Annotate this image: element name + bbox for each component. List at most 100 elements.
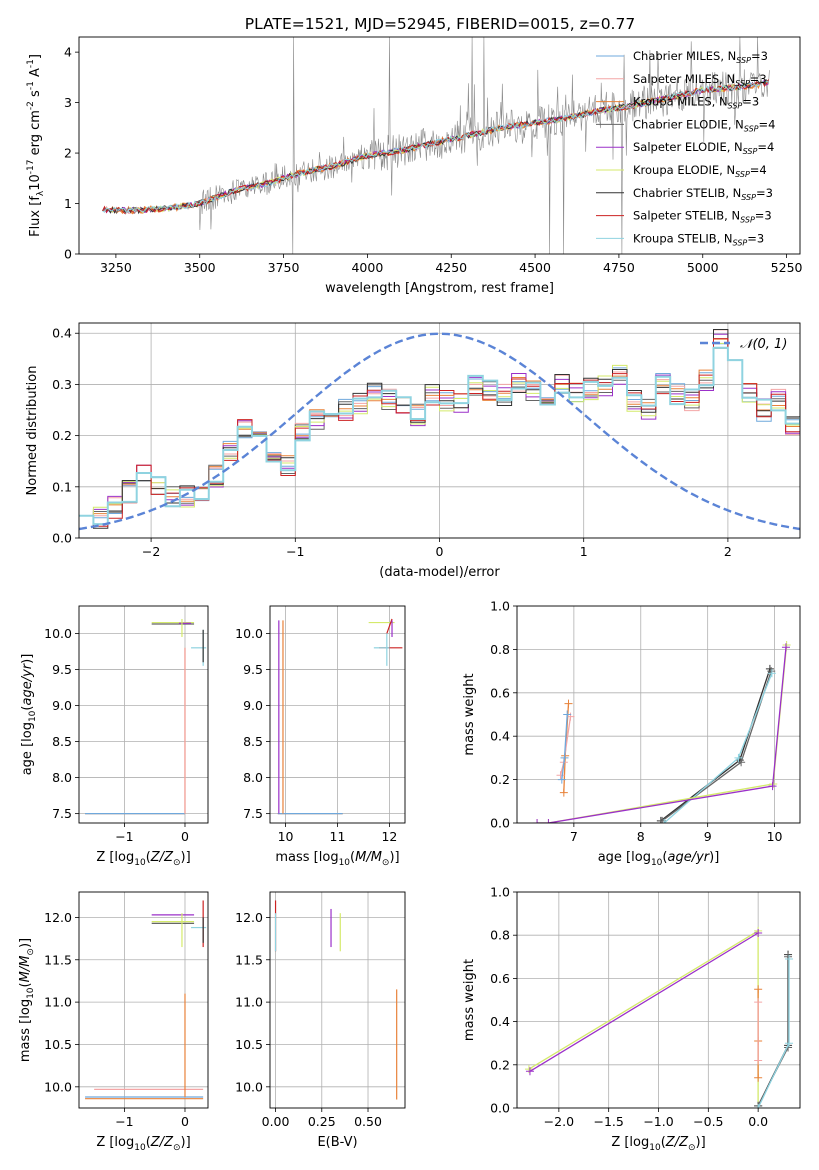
x-tick-label: −1 — [286, 544, 304, 559]
y-tick-label: 0.6 — [490, 685, 510, 700]
model-line — [102, 79, 769, 214]
y-axis-label: Flux [fλ​10-17​ erg cm-2​ s-1​ A-1​] — [26, 54, 46, 237]
data-line — [757, 956, 789, 1107]
y-tick-label: 3 — [64, 95, 72, 110]
data-line — [661, 670, 772, 822]
axes-frame — [78, 605, 209, 824]
y-axis-label: Normed distribution — [25, 366, 40, 496]
data-point — [754, 929, 763, 938]
x-tick-label: −1.0 — [643, 1114, 673, 1129]
legend-entry: Chabrier MILES, NSSP=3 — [633, 49, 768, 65]
x-tick-label: −0.5 — [693, 1114, 723, 1129]
legend-entry: Salpeter STELIB, NSSP=3 — [633, 209, 772, 225]
axes-frame — [269, 891, 406, 1109]
grid-mass_vs_EBV — [270, 892, 405, 1108]
x-tick-label: 5000 — [687, 260, 719, 275]
legend-entry: Kroupa ELODIE, NSSP=4 — [633, 163, 767, 179]
plot-area-age_vs_Z — [79, 606, 208, 823]
axes-frame — [516, 891, 801, 1109]
data-point — [564, 699, 573, 708]
y-tick-label: 0.2 — [490, 1057, 510, 1072]
panel-mass_vs_Z: −1 0 10.0 10.5 11.0 11.5 12.0 Z [log10​(Z/Z⊙​)]… — [18, 891, 209, 1153]
data-point — [734, 753, 743, 762]
data-line — [537, 647, 787, 823]
data-point — [754, 985, 763, 994]
data-point — [560, 753, 569, 762]
y-tick-label: 8.5 — [52, 734, 72, 749]
grid-weight_vs_Z — [517, 892, 800, 1108]
data-point — [754, 1104, 763, 1108]
legend-entry: Kroupa STELIB, NSSP=3 — [633, 231, 764, 247]
data-point — [785, 1039, 794, 1048]
x-tick-label: −1 — [115, 1114, 133, 1129]
axes-frame — [78, 322, 801, 539]
x-tick-label: 3500 — [184, 260, 216, 275]
y-tick-label: 4 — [64, 45, 72, 60]
data-point — [768, 782, 777, 791]
data-segment — [386, 618, 393, 634]
y-tick-label: 0.0 — [490, 1101, 510, 1116]
x-tick-label: 5250 — [771, 260, 803, 275]
x-axis-label: wavelength [Angstrom, rest frame] — [325, 281, 554, 296]
y-tick-label: 8.5 — [243, 734, 263, 749]
x-tick-label: 3750 — [268, 260, 300, 275]
x-tick-label: 4000 — [351, 260, 383, 275]
x-axis-label: E(B-V) — [317, 1135, 357, 1150]
x-tick-label: 0.0 — [748, 1114, 768, 1129]
data-line — [537, 645, 788, 823]
y-tick-label: 0.1 — [52, 479, 72, 494]
panel-mass_vs_EBV: 0.00 0.25 0.50 10.0 10.5 11.0 11.5 12.0 E(B-V) — [235, 891, 406, 1150]
data-line — [528, 929, 759, 1108]
y-tick-label: 11.0 — [235, 995, 263, 1010]
y-tick-label: 0.4 — [52, 326, 72, 341]
model-line — [102, 80, 769, 214]
data-point — [559, 788, 568, 797]
grid-residuals — [79, 323, 800, 538]
x-tick-label: 8 — [637, 829, 645, 844]
x-axis-label: Z [log10​(Z/Z⊙​)] — [611, 1135, 705, 1153]
y-tick-label: 8.0 — [243, 770, 263, 785]
histogram-step — [79, 329, 800, 529]
data-point — [767, 669, 776, 678]
x-axis-label: age [log10​(age/yr)] — [598, 850, 720, 868]
x-tick-label: 0 — [436, 544, 444, 559]
x-tick-label: 9 — [704, 829, 712, 844]
x-tick-label: 11 — [330, 829, 346, 844]
axes-frame — [269, 605, 406, 824]
y-tick-label: 0.6 — [490, 971, 510, 986]
x-tick-label: 0.25 — [308, 1114, 336, 1129]
y-tick-label: 9.0 — [52, 698, 72, 713]
plot-area-residuals — [79, 323, 800, 538]
y-tick-label: 0.4 — [490, 729, 510, 744]
y-tick-label: 0.0 — [52, 531, 72, 546]
grid-mass_vs_Z — [79, 892, 208, 1108]
data-point — [544, 819, 553, 823]
y-tick-label: 10.5 — [44, 1037, 72, 1052]
x-tick-label: 0.50 — [354, 1114, 382, 1129]
data-point — [782, 641, 791, 650]
x-axis-label: mass [log10​(M/M⊙​)] — [275, 850, 399, 868]
y-tick-label: 0.8 — [490, 928, 510, 943]
panel-residuals: −2 −1 0 1 2 0.0 0.1 0.2 0.3 0.4 (data-model)/error… — [25, 322, 801, 580]
x-tick-label: 10 — [767, 829, 783, 844]
y-axis-label: age [log10​(age/yr)] — [20, 654, 38, 776]
plot-area-age_vs_mass — [270, 606, 405, 823]
data-line — [757, 954, 789, 1107]
y-tick-label: 10.0 — [235, 1079, 263, 1094]
data-point — [524, 1065, 533, 1074]
observed-spectrum — [102, 37, 770, 254]
y-tick-label: 11.5 — [235, 952, 263, 967]
y-tick-label: 12.0 — [235, 910, 263, 925]
legend-entry: Salpeter MILES, NSSP=3 — [633, 72, 767, 88]
x-tick-label: 10 — [278, 829, 294, 844]
data-line — [757, 959, 790, 1108]
figure-title: PLATE=1521, MJD=52945, FIBERID=0015, z=0… — [245, 15, 635, 33]
x-tick-label: 1 — [580, 544, 588, 559]
x-axis-label: (data-model)/error — [379, 565, 500, 580]
data-point — [658, 816, 667, 823]
data-point — [533, 819, 542, 823]
data-point — [525, 1067, 534, 1076]
y-tick-label: 0.4 — [490, 1014, 510, 1029]
y-tick-label: 9.0 — [243, 698, 263, 713]
